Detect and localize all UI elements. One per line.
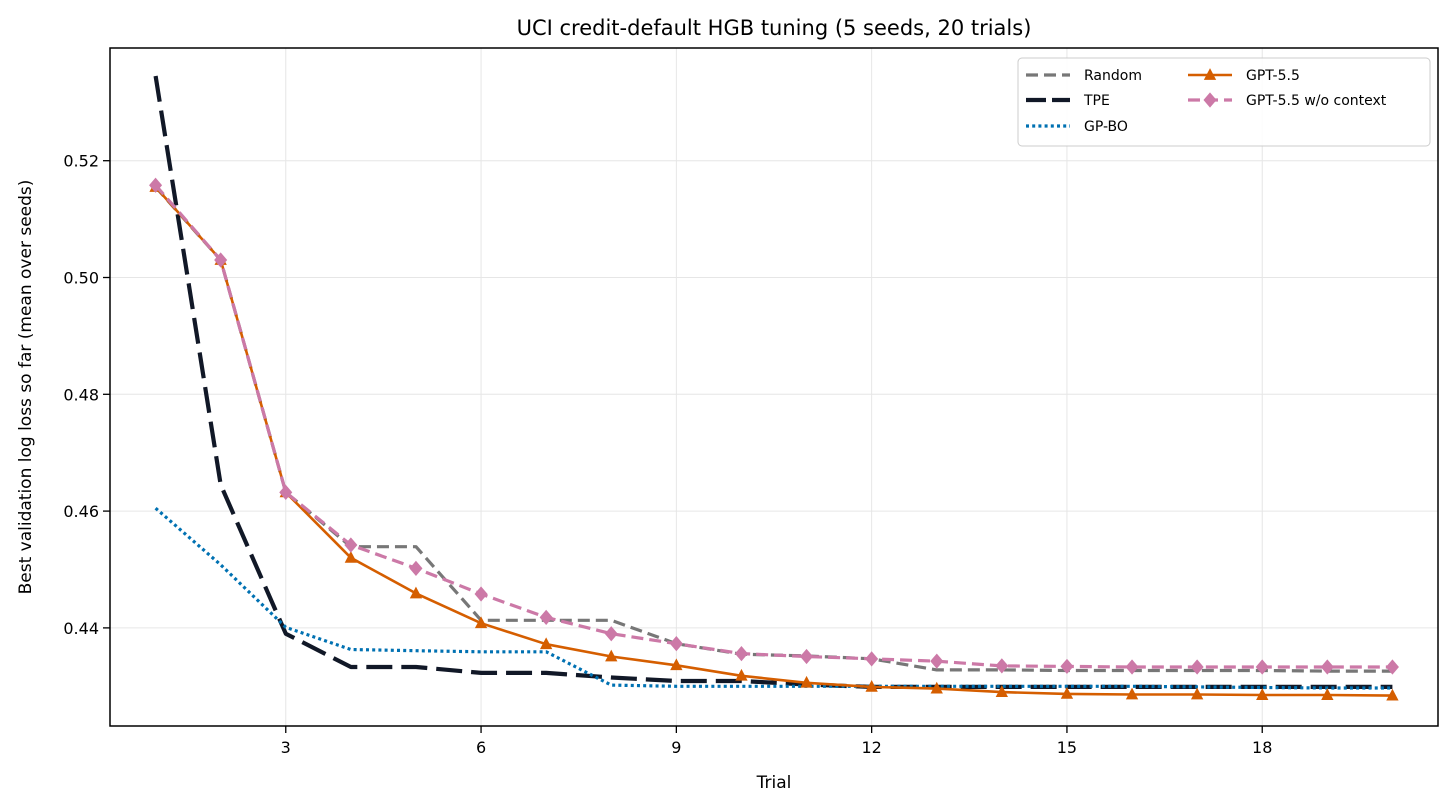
point-gpt-5-5	[474, 616, 488, 629]
point-gpt-5-5	[930, 681, 943, 694]
legend-item-random: Random	[1026, 68, 1142, 84]
plot-frame	[109, 47, 1439, 727]
point-gpt-5-5	[1386, 688, 1399, 701]
point-gpt-5-5	[735, 668, 748, 681]
point-gpt-5-5	[409, 586, 423, 599]
x-tick-label: 18	[1252, 738, 1272, 757]
point-gpt-5-5-w-o-context	[865, 651, 879, 667]
point-gpt-5-5-w-o-context	[995, 658, 1009, 674]
series-tpe	[153, 75, 1393, 690]
point-gpt-5-5	[1321, 688, 1334, 700]
point-gpt-5-5-w-o-context	[149, 177, 163, 193]
point-gpt-5-5-w-o-context	[279, 484, 293, 501]
point-gpt-5-5	[800, 675, 813, 688]
point-gpt-5-5-w-o-context	[734, 645, 748, 662]
chart-title: UCI credit-default HGB tuning (5 seeds, …	[517, 16, 1032, 40]
legend-item-tpe: TPE	[1026, 93, 1110, 109]
series-layer	[149, 75, 1399, 701]
series-line-random	[154, 185, 1393, 673]
point-gpt-5-5-w-o-context	[604, 626, 618, 642]
x-tick-label: 6	[476, 738, 486, 757]
y-tick-label: 0.48	[63, 385, 99, 404]
legend-item-gp-bo: GP-BO	[1026, 119, 1128, 135]
series-line-gpt-5-5-w-o-context	[154, 184, 1393, 669]
series-gpt-5-5	[149, 180, 1399, 701]
axes: 3 6 9 12 15 18 0.44 0.46 0.48 0.50 0.52	[63, 152, 1272, 757]
series-line-gpt-5-5	[154, 186, 1393, 697]
legend-marker	[1203, 68, 1217, 80]
point-gpt-5-5	[344, 550, 358, 563]
point-gpt-5-5	[670, 658, 683, 671]
legend-item-gpt-5-5: GPT-5.5	[1188, 68, 1300, 84]
point-gpt-5-5-w-o-context	[474, 586, 488, 602]
point-gpt-5-5-w-o-context	[409, 560, 423, 576]
legend: Random TPE GP-BO GPT-5.5 GPT-5.5 w/o context	[1017, 57, 1431, 147]
y-axis-title: Best validation log loss so far (mean ov…	[16, 180, 36, 595]
point-gpt-5-5-w-o-context	[1060, 658, 1074, 675]
legend-label: GPT-5.5 w/o context	[1246, 93, 1387, 109]
point-gpt-5-5-w-o-context	[1385, 659, 1399, 675]
point-gpt-5-5	[865, 680, 878, 692]
point-gpt-5-5-w-o-context	[344, 537, 358, 553]
point-gpt-5-5-w-o-context	[214, 252, 228, 268]
y-tick-label: 0.46	[63, 502, 99, 521]
point-gpt-5-5-w-o-context	[930, 653, 944, 669]
legend-item-gpt-5-5-w-o-context: GPT-5.5 w/o context	[1188, 92, 1387, 109]
legend-label: Random	[1084, 68, 1142, 84]
series-line-gp-bo	[154, 506, 1393, 690]
legend-label: GP-BO	[1084, 119, 1128, 135]
grid	[110, 48, 1438, 726]
x-axis-title: Trial	[756, 773, 792, 793]
point-gpt-5-5	[539, 637, 553, 650]
legend-label: TPE	[1083, 93, 1110, 109]
point-gpt-5-5	[995, 685, 1009, 698]
y-tick-label: 0.52	[63, 152, 99, 171]
point-gpt-5-5-w-o-context	[800, 648, 814, 665]
x-tick-label: 12	[861, 738, 881, 757]
point-gpt-5-5	[1125, 687, 1139, 700]
point-gpt-5-5-w-o-context	[669, 636, 683, 652]
point-gpt-5-5	[1190, 687, 1204, 700]
point-gpt-5-5-w-o-context	[1255, 659, 1269, 675]
x-tick-label: 9	[671, 738, 681, 757]
series-random	[154, 185, 1393, 673]
point-gpt-5-5-w-o-context	[1125, 659, 1139, 675]
legend-label: GPT-5.5	[1246, 68, 1300, 84]
point-gpt-5-5	[1256, 688, 1269, 700]
point-gpt-5-5	[1060, 687, 1074, 699]
point-gpt-5-5-w-o-context	[539, 609, 553, 625]
x-tick-label: 15	[1057, 738, 1077, 757]
legend-box	[1017, 57, 1431, 147]
y-tick-label: 0.44	[63, 619, 99, 638]
point-gpt-5-5-w-o-context	[1320, 659, 1334, 675]
point-gpt-5-5	[605, 649, 618, 662]
series-line-tpe	[153, 75, 1393, 690]
legend-marker	[1203, 92, 1217, 108]
y-tick-label: 0.50	[63, 269, 99, 288]
point-gpt-5-5-w-o-context	[1190, 659, 1204, 675]
x-tick-label: 3	[281, 738, 291, 757]
series-gpt-5-5-w-o-context	[149, 177, 1399, 675]
series-gp-bo	[154, 506, 1393, 690]
